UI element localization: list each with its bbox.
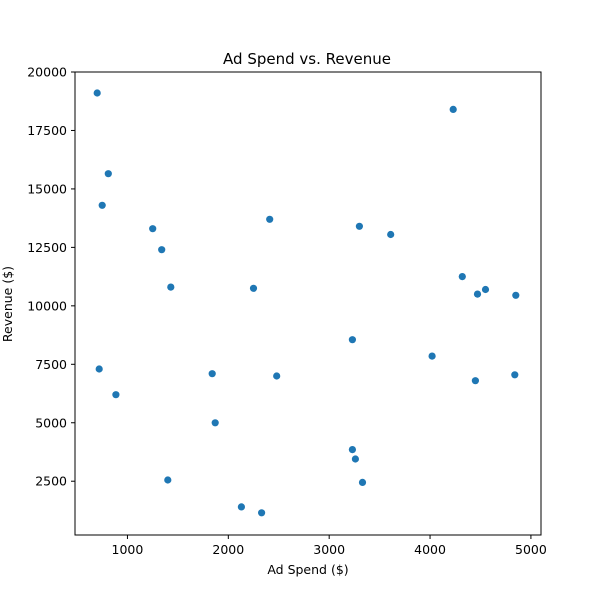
y-axis-ticks: 2500 5000 7500 10000 12500 15000 17500 20000 bbox=[27, 65, 75, 489]
data-point bbox=[428, 352, 436, 360]
data-point bbox=[98, 201, 106, 209]
data-point bbox=[348, 446, 356, 454]
y-tick-label: 5000 bbox=[35, 415, 67, 430]
data-point bbox=[273, 372, 281, 380]
plot-frame bbox=[74, 71, 542, 536]
data-points bbox=[93, 89, 520, 517]
x-tick-label: 2000 bbox=[212, 542, 244, 557]
data-point bbox=[387, 230, 395, 239]
data-point bbox=[471, 377, 479, 385]
y-tick-label: 17500 bbox=[27, 123, 67, 138]
data-point bbox=[351, 455, 359, 463]
data-point bbox=[93, 89, 101, 97]
data-point bbox=[158, 246, 166, 254]
data-point bbox=[449, 105, 457, 113]
y-tick-label: 20000 bbox=[27, 65, 67, 80]
data-point bbox=[112, 391, 120, 399]
data-point bbox=[249, 284, 258, 292]
data-point bbox=[164, 476, 172, 484]
data-point bbox=[167, 283, 175, 291]
data-point bbox=[266, 215, 274, 223]
data-point bbox=[458, 273, 466, 281]
y-tick-label: 10000 bbox=[27, 298, 67, 313]
data-point bbox=[237, 503, 245, 511]
x-axis-label: Ad Spend ($) bbox=[267, 562, 348, 577]
data-point bbox=[473, 290, 482, 298]
data-point bbox=[358, 478, 367, 486]
data-point bbox=[511, 371, 519, 379]
y-tick-label: 7500 bbox=[35, 357, 67, 372]
y-axis-label: Revenue ($) bbox=[0, 266, 15, 342]
x-axis-ticks: 1000 2000 3000 4000 5000 bbox=[112, 535, 547, 557]
data-point bbox=[512, 291, 520, 299]
data-point bbox=[481, 285, 490, 294]
y-tick-label: 12500 bbox=[27, 240, 67, 255]
data-point bbox=[258, 509, 266, 517]
data-point bbox=[95, 365, 103, 373]
data-point bbox=[208, 370, 216, 378]
x-tick-label: 3000 bbox=[313, 542, 345, 557]
x-tick-label: 4000 bbox=[414, 542, 446, 557]
data-point bbox=[355, 222, 363, 230]
y-tick-label: 2500 bbox=[35, 474, 67, 489]
chart-title: Ad Spend vs. Revenue bbox=[223, 50, 391, 68]
data-point bbox=[104, 170, 112, 178]
data-point bbox=[149, 225, 157, 233]
data-point bbox=[211, 419, 219, 427]
x-tick-label: 5000 bbox=[515, 542, 547, 557]
data-point bbox=[348, 336, 356, 344]
x-tick-label: 1000 bbox=[112, 542, 144, 557]
y-tick-label: 15000 bbox=[27, 181, 67, 196]
